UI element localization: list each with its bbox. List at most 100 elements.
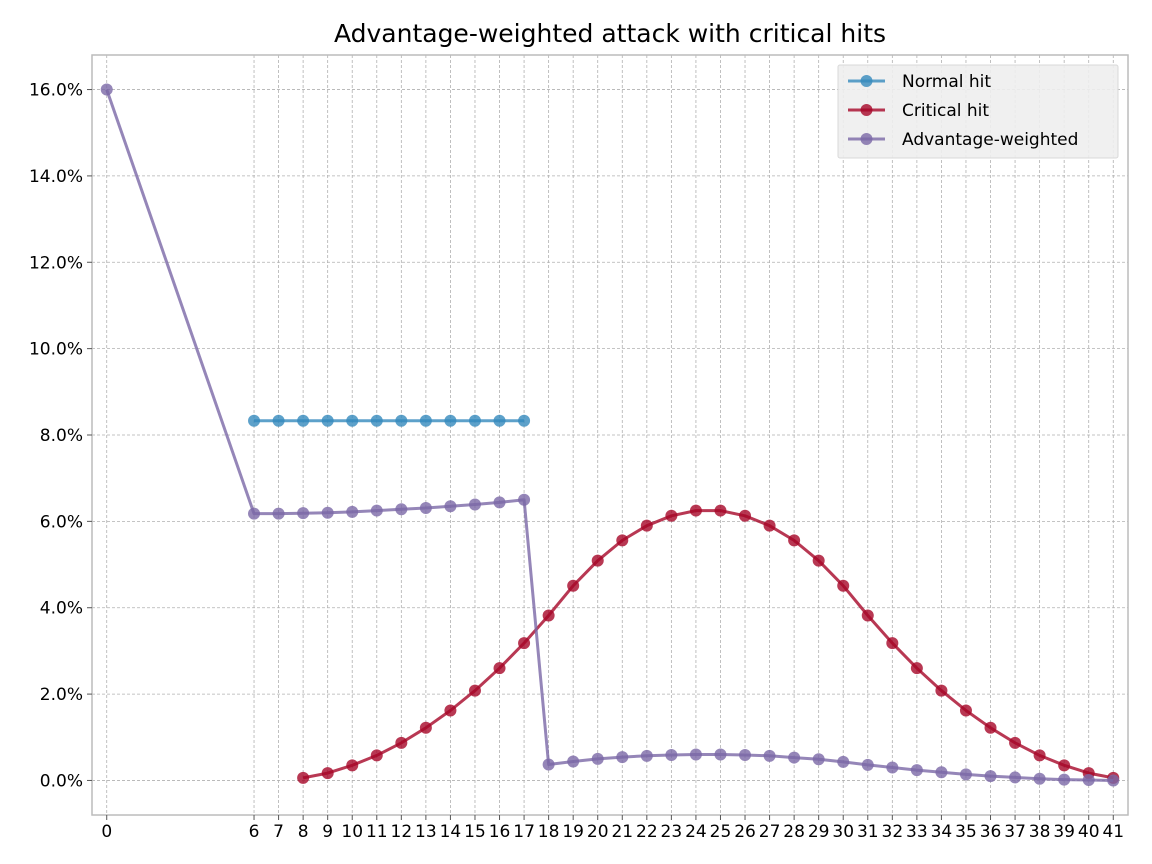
data-point-normal-hit [493,414,506,427]
y-tick-label: 2.0% [40,685,83,705]
data-point-critical-hit [689,504,702,517]
x-tick-label: 34 [931,822,953,842]
data-point-critical-hit [665,509,678,522]
data-point-advantage-weighted [248,507,261,520]
data-point-advantage-weighted [1082,774,1095,787]
x-tick-label: 12 [391,822,413,842]
data-point-critical-hit [370,749,383,762]
series-normal-hit [248,414,531,427]
data-point-critical-hit [1009,736,1022,749]
data-point-normal-hit [468,414,481,427]
x-tick-label: 36 [980,822,1002,842]
x-tick-label: 35 [955,822,977,842]
data-point-critical-hit [297,771,310,784]
x-tick-label: 29 [808,822,830,842]
x-tick-label: 18 [538,822,560,842]
series-line-critical-hit [302,509,1114,780]
data-point-advantage-weighted [665,748,678,761]
data-point-normal-hit [346,414,359,427]
x-tick-label: 17 [513,822,535,842]
data-point-advantage-weighted [297,507,310,520]
data-point-critical-hit [739,509,752,522]
data-point-advantage-weighted [616,751,629,764]
x-tick-label: 23 [661,822,683,842]
data-point-critical-hit [542,609,555,622]
data-point-advantage-weighted [518,493,531,506]
data-point-advantage-weighted [812,753,825,766]
data-point-advantage-weighted [419,501,432,514]
data-point-advantage-weighted [763,749,776,762]
data-point-critical-hit [518,637,531,650]
legend-swatch-marker [860,104,873,116]
data-point-critical-hit [1058,759,1071,772]
grid [92,55,1128,815]
y-tick-label: 8.0% [40,426,83,446]
x-tick-label: 21 [611,822,633,842]
data-point-critical-hit [1033,749,1046,762]
data-point-normal-hit [518,414,531,427]
series-advantage-weighted [100,83,1120,787]
x-tick-label: 10 [341,822,363,842]
x-tick-label: 19 [562,822,584,842]
y-tick-label: 0.0% [40,771,83,791]
data-point-advantage-weighted [346,505,359,518]
data-point-critical-hit [959,704,972,717]
data-point-advantage-weighted [837,755,850,768]
series-layer [100,83,1120,787]
data-point-advantage-weighted [714,748,727,761]
data-point-advantage-weighted [1009,771,1022,784]
data-point-normal-hit [370,414,383,427]
data-point-critical-hit [812,554,825,567]
legend-entry: Advantage-weighted [902,130,1078,150]
data-point-advantage-weighted [444,500,457,513]
data-point-critical-hit [468,684,481,697]
x-tick-label: 15 [464,822,486,842]
x-tick-label: 13 [415,822,437,842]
y-tick-label: 4.0% [40,599,83,619]
x-tick-label: 37 [1004,822,1026,842]
data-point-advantage-weighted [689,748,702,761]
y-tick-label: 6.0% [40,512,83,532]
data-point-critical-hit [444,704,457,717]
data-point-critical-hit [640,519,653,532]
data-point-normal-hit [321,414,334,427]
data-point-advantage-weighted [321,506,334,519]
y-tick-label: 16.0% [29,81,83,101]
data-point-normal-hit [272,414,285,427]
x-tick-label: 14 [440,822,462,842]
x-tick-label: 16 [489,822,511,842]
y-tick-label: 10.0% [29,340,83,360]
x-tick-label: 24 [685,822,707,842]
data-point-advantage-weighted [567,755,580,768]
x-tick-label: 39 [1053,822,1075,842]
data-point-normal-hit [395,414,408,427]
x-tick-label: 22 [636,822,658,842]
x-axis: 0 6 7 8 9 10 11 12 13 14 15 16 17 18 19 20 21 22 23 24 25 26 2… [101,815,1124,842]
data-point-critical-hit [395,736,408,749]
x-tick-label: 33 [906,822,928,842]
data-point-normal-hit [444,414,457,427]
x-tick-label: 8 [298,822,309,842]
data-point-critical-hit [591,554,604,567]
data-point-advantage-weighted [370,504,383,517]
legend-swatch-marker [860,133,873,145]
x-tick-label: 0 [101,822,112,842]
data-point-critical-hit [567,579,580,592]
data-point-advantage-weighted [542,758,555,771]
x-tick-label: 20 [587,822,609,842]
data-point-critical-hit [910,662,923,675]
data-point-normal-hit [419,414,432,427]
data-point-advantage-weighted [1058,773,1071,786]
x-tick-label: 26 [734,822,756,842]
y-tick-label: 14.0% [29,167,83,187]
x-tick-label: 25 [710,822,732,842]
x-tick-label: 6 [249,822,260,842]
data-point-advantage-weighted [739,748,752,761]
x-tick-label: 38 [1029,822,1051,842]
data-point-critical-hit [788,534,801,547]
data-point-advantage-weighted [910,764,923,777]
legend-box [837,64,1119,159]
data-point-critical-hit [493,662,506,675]
data-point-critical-hit [984,721,997,734]
